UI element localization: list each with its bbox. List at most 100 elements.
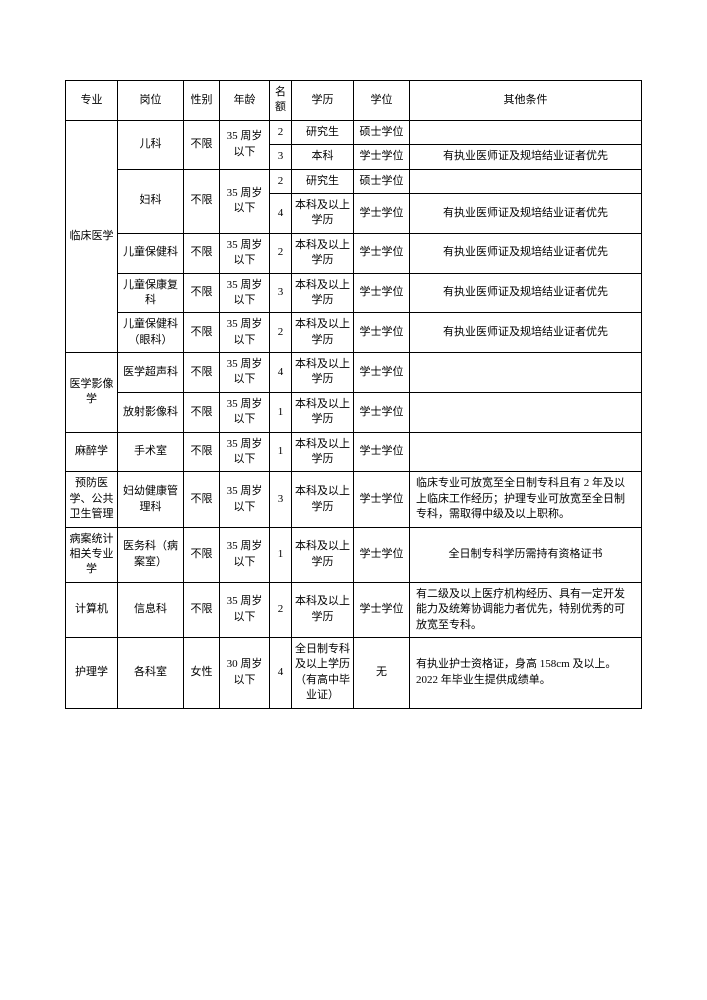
cell-quota: 3: [270, 145, 292, 169]
cell-age: 35 周岁以下: [220, 353, 270, 393]
cell-post: 手术室: [118, 432, 184, 472]
table-row: 医学影像学医学超声科不限35 周岁以下4本科及以上学历学士学位: [66, 353, 642, 393]
cell-gender: 不限: [184, 273, 220, 313]
cell-gender: 不限: [184, 120, 220, 169]
cell-other: [410, 353, 642, 393]
cell-quota: 1: [270, 527, 292, 582]
cell-quota: 4: [270, 193, 292, 233]
table-row: 护理学各科室女性30 周岁以下4全日制专科及以上学历（有高中毕业证）无有执业护士…: [66, 637, 642, 708]
cell-other: [410, 432, 642, 472]
cell-age: 35 周岁以下: [220, 472, 270, 527]
cell-degree: 硕士学位: [354, 169, 410, 193]
cell-major: 医学影像学: [66, 353, 118, 433]
cell-education: 本科及以上学历: [292, 353, 354, 393]
cell-degree: 学士学位: [354, 233, 410, 273]
table-row: 儿童保健科不限35 周岁以下2本科及以上学历学士学位有执业医师证及规培结业证者优…: [66, 233, 642, 273]
cell-quota: 3: [270, 273, 292, 313]
cell-post: 儿童保康复科: [118, 273, 184, 313]
cell-degree: 学士学位: [354, 527, 410, 582]
cell-gender: 不限: [184, 392, 220, 432]
cell-gender: 不限: [184, 582, 220, 637]
cell-other: 有二级及以上医疗机构经历、具有一定开发能力及统筹协调能力者优先，特别优秀的可放宽…: [410, 582, 642, 637]
table-row: 妇科不限35 周岁以下2研究生硕士学位: [66, 169, 642, 193]
cell-degree: 学士学位: [354, 353, 410, 393]
cell-other: 有执业护士资格证，身高 158cm 及以上。2022 年毕业生提供成绩单。: [410, 637, 642, 708]
table-row: 预防医学、公共卫生管理妇幼健康管理科不限35 周岁以下3本科及以上学历学士学位临…: [66, 472, 642, 527]
cell-quota: 4: [270, 353, 292, 393]
cell-quota: 4: [270, 637, 292, 708]
table-header: 专业 岗位 性别 年龄 名额 学历 学位 其他条件: [66, 81, 642, 121]
header-quota: 名额: [270, 81, 292, 121]
cell-education: 本科及以上学历: [292, 582, 354, 637]
cell-education: 本科及以上学历: [292, 273, 354, 313]
header-gender: 性别: [184, 81, 220, 121]
cell-other: [410, 392, 642, 432]
cell-other: 有执业医师证及规培结业证者优先: [410, 273, 642, 313]
cell-education: 本科及以上学历: [292, 313, 354, 353]
cell-gender: 不限: [184, 527, 220, 582]
cell-post: 妇科: [118, 169, 184, 233]
cell-other: 全日制专科学历需持有资格证书: [410, 527, 642, 582]
cell-other: 有执业医师证及规培结业证者优先: [410, 193, 642, 233]
cell-degree: 学士学位: [354, 145, 410, 169]
cell-other: 有执业医师证及规培结业证者优先: [410, 313, 642, 353]
cell-education: 研究生: [292, 169, 354, 193]
cell-quota: 1: [270, 432, 292, 472]
cell-gender: 不限: [184, 313, 220, 353]
cell-quota: 2: [270, 233, 292, 273]
cell-age: 35 周岁以下: [220, 273, 270, 313]
cell-degree: 学士学位: [354, 273, 410, 313]
cell-education: 本科及以上学历: [292, 527, 354, 582]
cell-education: 本科及以上学历: [292, 193, 354, 233]
cell-major: 临床医学: [66, 120, 118, 352]
cell-quota: 2: [270, 582, 292, 637]
cell-age: 35 周岁以下: [220, 527, 270, 582]
cell-age: 35 周岁以下: [220, 582, 270, 637]
cell-degree: 学士学位: [354, 313, 410, 353]
cell-education: 本科及以上学历: [292, 233, 354, 273]
cell-post: 儿童保健科: [118, 233, 184, 273]
cell-post: 妇幼健康管理科: [118, 472, 184, 527]
cell-gender: 不限: [184, 353, 220, 393]
cell-post: 医学超声科: [118, 353, 184, 393]
cell-degree: 学士学位: [354, 432, 410, 472]
cell-post: 儿科: [118, 120, 184, 169]
cell-gender: 不限: [184, 233, 220, 273]
cell-age: 35 周岁以下: [220, 392, 270, 432]
recruitment-table: 专业 岗位 性别 年龄 名额 学历 学位 其他条件 临床医学儿科不限35 周岁以…: [65, 80, 642, 709]
cell-degree: 学士学位: [354, 193, 410, 233]
cell-other: [410, 169, 642, 193]
table-row: 麻醉学手术室不限35 周岁以下1本科及以上学历学士学位: [66, 432, 642, 472]
header-degree: 学位: [354, 81, 410, 121]
cell-degree: 学士学位: [354, 472, 410, 527]
cell-post: 医务科（病案室）: [118, 527, 184, 582]
cell-gender: 不限: [184, 472, 220, 527]
table-row: 临床医学儿科不限35 周岁以下2研究生硕士学位: [66, 120, 642, 144]
cell-other: 有执业医师证及规培结业证者优先: [410, 145, 642, 169]
cell-age: 30 周岁以下: [220, 637, 270, 708]
cell-quota: 2: [270, 313, 292, 353]
cell-gender: 女性: [184, 637, 220, 708]
cell-quota: 2: [270, 120, 292, 144]
cell-degree: 硕士学位: [354, 120, 410, 144]
cell-gender: 不限: [184, 432, 220, 472]
cell-major: 预防医学、公共卫生管理: [66, 472, 118, 527]
table-row: 病案统计相关专业学医务科（病案室）不限35 周岁以下1本科及以上学历学士学位全日…: [66, 527, 642, 582]
cell-degree: 学士学位: [354, 582, 410, 637]
table-row: 放射影像科不限35 周岁以下1本科及以上学历学士学位: [66, 392, 642, 432]
cell-age: 35 周岁以下: [220, 233, 270, 273]
cell-major: 病案统计相关专业学: [66, 527, 118, 582]
cell-post: 信息科: [118, 582, 184, 637]
cell-major: 计算机: [66, 582, 118, 637]
header-education: 学历: [292, 81, 354, 121]
cell-quota: 3: [270, 472, 292, 527]
header-other: 其他条件: [410, 81, 642, 121]
table-row: 计算机信息科不限35 周岁以下2本科及以上学历学士学位有二级及以上医疗机构经历、…: [66, 582, 642, 637]
header-age: 年龄: [220, 81, 270, 121]
cell-education: 本科: [292, 145, 354, 169]
cell-post: 儿童保健科（眼科）: [118, 313, 184, 353]
cell-other: 有执业医师证及规培结业证者优先: [410, 233, 642, 273]
header-post: 岗位: [118, 81, 184, 121]
cell-quota: 1: [270, 392, 292, 432]
cell-quota: 2: [270, 169, 292, 193]
